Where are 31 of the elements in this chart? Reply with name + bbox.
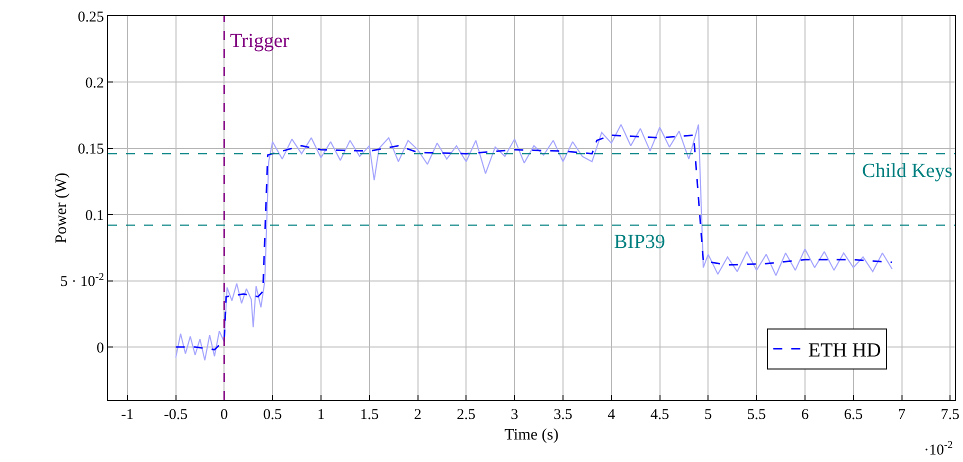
y-tick-label: 0 — [96, 340, 104, 356]
text: ·10$^{-2}$ — [924, 440, 953, 458]
x-tick-label: 0.5 — [263, 407, 282, 423]
y-tick-label: 0.2 — [85, 75, 104, 92]
x-tick-label: -1 — [121, 407, 134, 423]
x-axis-title: Time (s) — [504, 426, 559, 444]
x-tick-label: 4 — [608, 407, 616, 423]
x-tick-label: 0 — [220, 407, 228, 423]
x-tick-label: 4.5 — [650, 407, 670, 423]
x-tick-label: 5 — [704, 407, 712, 423]
ref-line-label: Child Keys — [862, 160, 953, 182]
y-axis-title: Power (W) — [53, 172, 70, 244]
x-tick-label: 2 — [414, 407, 422, 423]
y-tick-label: 0.1 — [85, 208, 104, 224]
legend-label: ETH HD — [808, 340, 882, 362]
x-tick-label: 6.5 — [844, 407, 863, 423]
y-tick-label: 0.15 — [78, 142, 104, 158]
x-tick-label: 6 — [801, 407, 810, 423]
ref-line-label: BIP39 — [614, 231, 666, 253]
x-tick-label: -0.5 — [164, 407, 188, 423]
y-tick-label: 5 · 10$^{-2}$ — [60, 272, 104, 290]
ref-line-label: Trigger — [230, 30, 290, 52]
x-tick-label: 1.5 — [360, 407, 379, 423]
x-tick-label: 3 — [510, 407, 518, 423]
x-tick-label: 7 — [898, 407, 906, 423]
y-tick-label: 0.25 — [78, 9, 104, 26]
x-tick-label: 2.5 — [456, 407, 476, 423]
x-tick-label: 7.5 — [940, 407, 960, 423]
x-tick-label: 1 — [317, 407, 325, 423]
x-tick-label: 3.5 — [554, 407, 572, 423]
x-tick-label: 5.5 — [747, 407, 766, 423]
